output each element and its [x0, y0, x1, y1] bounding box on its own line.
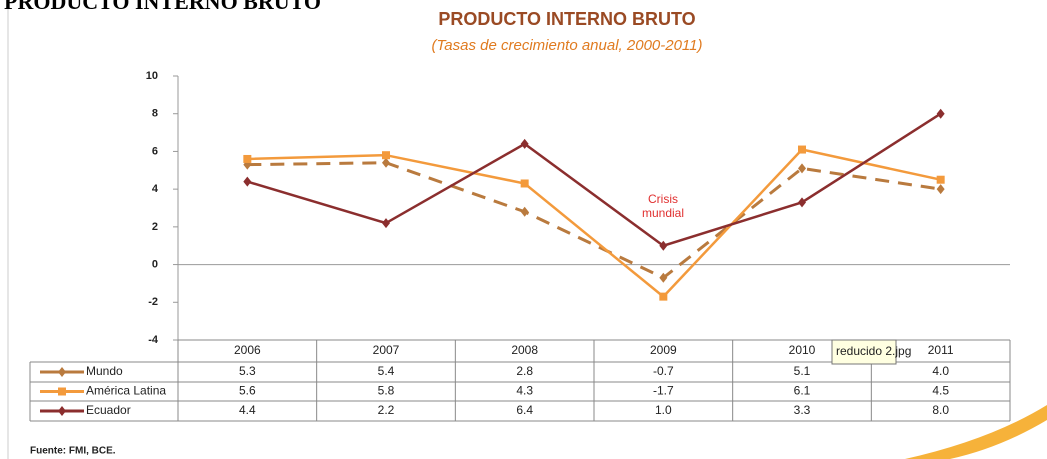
table-value: 4.5 [932, 384, 949, 398]
y-tick-label: 2 [152, 221, 158, 233]
series-line [247, 148, 941, 299]
point-marker [659, 240, 668, 251]
legend-label: Mundo [86, 364, 123, 378]
point-marker [520, 138, 529, 149]
point-marker [243, 176, 252, 187]
y-tick-label: 6 [152, 145, 158, 157]
page-header: PRODUCTO INTERNO BRUTO [4, 0, 321, 14]
y-tick-label: 8 [152, 108, 158, 120]
table-value: 3.3 [794, 403, 811, 417]
table-value: -0.7 [653, 364, 674, 378]
x-tick-label: 2010 [789, 343, 816, 357]
table-value: 5.3 [239, 364, 256, 378]
tooltip-box [831, 339, 897, 365]
point-marker [382, 157, 390, 168]
legend-marker [58, 406, 66, 416]
table-value: 8.0 [932, 403, 949, 417]
x-tick-label: 2007 [373, 343, 400, 357]
point-marker [659, 272, 668, 283]
point-marker [798, 197, 806, 208]
y-tick-label: 0 [152, 258, 158, 270]
table-value: 5.8 [378, 384, 395, 398]
point-marker [520, 206, 529, 217]
series-line [247, 161, 941, 280]
y-tick-label: -4 [148, 334, 159, 346]
tooltip: reducido 2.jpg [836, 344, 911, 358]
table-value: -1.7 [653, 384, 674, 398]
table-value: 2.8 [516, 364, 533, 378]
y-tick-label: -2 [148, 296, 158, 308]
table-value: 5.6 [239, 384, 256, 398]
table-value: 4.0 [932, 364, 949, 378]
y-tick-label: 4 [152, 183, 159, 195]
y-tick-label: 10 [146, 70, 158, 82]
table-value: 5.4 [378, 364, 395, 378]
table-value: 5.1 [794, 364, 811, 378]
chart-title: PRODUCTO INTERNO BRUTO [438, 9, 695, 29]
table-value: 4.4 [239, 403, 256, 417]
x-tick-label: 2011 [928, 343, 954, 357]
point-marker [936, 184, 945, 195]
legend-label: América Latina [86, 384, 166, 398]
point-marker [798, 145, 806, 154]
chart-subtitle: (Tasas de crecimiento anual, 2000-2011) [432, 37, 703, 54]
x-tick-label: 2006 [234, 343, 261, 357]
x-tick-label: 2009 [650, 343, 677, 357]
annotation: mundial [642, 206, 684, 220]
x-tick-label: 2008 [511, 343, 538, 357]
source: Fuente: FMI, BCE. [30, 446, 116, 457]
legend-marker [58, 367, 66, 377]
point-marker [798, 163, 806, 174]
legend-marker [58, 387, 66, 396]
table-value: 6.1 [794, 384, 811, 398]
table-value: 2.2 [378, 403, 395, 417]
swoosh [905, 405, 1047, 459]
point-marker [659, 292, 668, 301]
table-value: 6.4 [516, 403, 533, 417]
point-marker [520, 179, 529, 188]
point-marker [936, 175, 945, 184]
annotation: Crisis [648, 192, 678, 206]
point-marker [382, 151, 390, 160]
table-value: 1.0 [655, 403, 672, 417]
legend-label: Ecuador [86, 403, 131, 417]
point-marker [936, 108, 945, 119]
point-marker [382, 218, 390, 229]
table-value: 4.3 [516, 384, 533, 398]
point-marker [243, 154, 252, 163]
series-line [246, 112, 942, 248]
